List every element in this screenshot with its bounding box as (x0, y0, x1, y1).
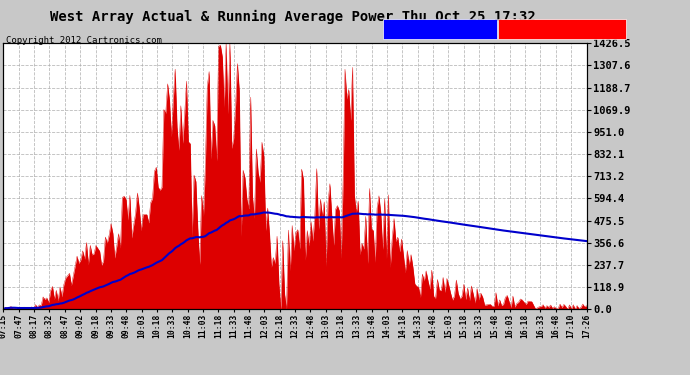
Text: West Array Actual & Running Average Power Thu Oct 25 17:32: West Array Actual & Running Average Powe… (50, 9, 536, 24)
Text: West Array (DC Watts): West Array (DC Watts) (506, 25, 618, 34)
Text: Copyright 2012 Cartronics.com: Copyright 2012 Cartronics.com (6, 36, 161, 45)
Text: Average (DC Watts): Average (DC Watts) (391, 25, 489, 34)
